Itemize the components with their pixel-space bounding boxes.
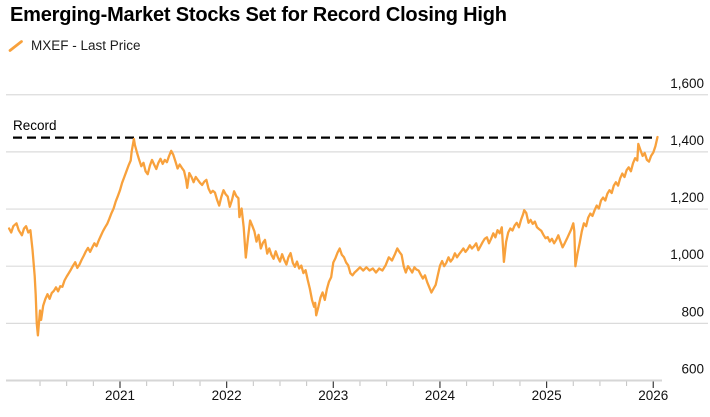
x-axis-year-label: 2021 <box>105 388 135 403</box>
y-axis-label: 600 <box>681 362 704 377</box>
mxef-line-legend-swatch <box>8 39 23 52</box>
y-axis-label: 1,200 <box>670 190 704 205</box>
legend-series-label: MXEF - Last Price <box>31 38 141 53</box>
y-axis-label: 1,600 <box>670 76 704 91</box>
chart-title: Emerging-Market Stocks Set for Record Cl… <box>10 4 507 26</box>
mxef-price-line <box>7 135 659 337</box>
x-axis-year-label: 2022 <box>212 388 242 403</box>
y-axis-label: 1,400 <box>670 133 704 148</box>
y-axis-label: 800 <box>681 304 704 319</box>
legend: MXEF - Last Price <box>8 38 141 53</box>
y-axis-label: 1,000 <box>670 247 704 262</box>
x-axis-year-label: 2026 <box>638 388 668 403</box>
x-axis-year-label: 2024 <box>425 388 456 403</box>
x-axis-year-label: 2025 <box>532 388 562 403</box>
x-axis-year-label: 2023 <box>318 388 348 403</box>
record-annotation-label: Record <box>13 117 57 133</box>
